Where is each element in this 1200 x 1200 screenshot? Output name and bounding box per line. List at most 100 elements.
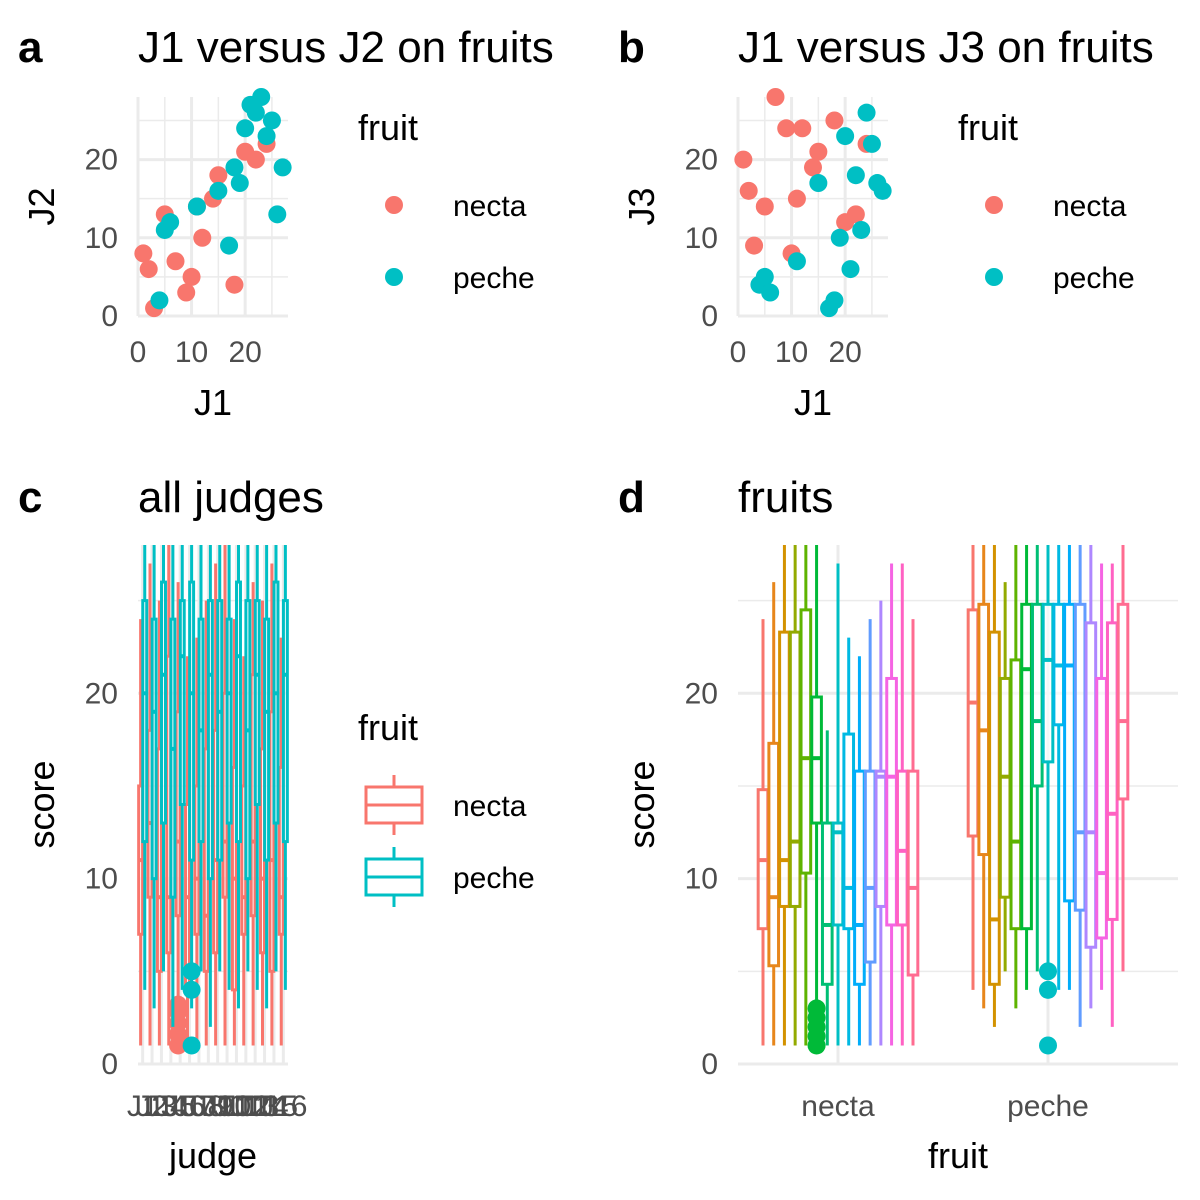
y-tick-label: 10: [685, 863, 718, 896]
point-peche: [262, 111, 281, 130]
point-peche: [852, 220, 871, 239]
x-tick-label: 10: [175, 336, 208, 369]
x-tick-label: J8: [192, 1090, 224, 1123]
box-judge-14: [895, 769, 909, 927]
box-judge-7: [1030, 602, 1044, 788]
point-peche: [161, 213, 180, 232]
point-necta: [745, 236, 764, 255]
outlier-peche: [182, 1036, 201, 1055]
box-judge-10: [1063, 602, 1076, 903]
box-judge-15: [1116, 602, 1130, 801]
point-peche: [857, 103, 876, 122]
point-necta: [825, 111, 844, 130]
box-peche: [272, 580, 280, 825]
box-judge-6: [1020, 602, 1033, 931]
point-peche: [225, 158, 244, 177]
point-necta: [787, 189, 806, 208]
outlier-peche: [182, 962, 201, 981]
outlier-point: [1039, 1036, 1057, 1055]
box-judge-10: [853, 769, 866, 986]
legend-label-necta: necta: [453, 190, 527, 223]
x-tick-label: peche: [1007, 1090, 1089, 1123]
point-necta: [193, 228, 212, 247]
y-tick-label: 10: [85, 863, 118, 896]
legend-key-peche: [985, 268, 1003, 286]
point-necta: [177, 283, 196, 302]
point-peche: [252, 88, 271, 106]
legend: fruit necta peche: [958, 107, 1135, 295]
point-peche: [846, 166, 865, 185]
y-axis-label: score: [621, 760, 662, 848]
outlier-point: [807, 999, 826, 1018]
point-peche: [825, 291, 844, 310]
panel-title: fruits: [738, 473, 833, 522]
legend-label-peche: peche: [453, 262, 535, 295]
x-tick-label: J7: [183, 1090, 215, 1123]
point-peche: [268, 205, 287, 224]
point-peche: [809, 174, 828, 193]
x-tick-label: J4: [155, 1090, 187, 1123]
panel-title: all judges: [138, 473, 324, 522]
point-necta: [225, 275, 244, 294]
x-tick-label: J3: [146, 1090, 178, 1123]
box-judge-14: [1105, 621, 1119, 921]
box-judge-4: [998, 676, 1012, 899]
x-tick-label: J5: [164, 1090, 196, 1123]
point-necta: [166, 252, 185, 271]
x-tick-label: J13: [231, 1090, 279, 1123]
point-peche: [836, 127, 855, 146]
point-peche: [761, 283, 780, 302]
box-peche: [216, 599, 224, 862]
box-peche: [141, 599, 149, 844]
panel-tag: b: [618, 23, 645, 72]
box-peche: [178, 599, 186, 806]
x-tick-label: J10: [203, 1090, 251, 1123]
box-judge-12: [1084, 621, 1098, 949]
x-tick-label: necta: [801, 1090, 875, 1123]
point-necta: [139, 260, 158, 279]
x-tick-label: J14: [240, 1090, 288, 1123]
legend: fruit necta peche: [358, 107, 535, 295]
x-tick-label: J11: [213, 1090, 259, 1123]
y-tick-label: 20: [685, 677, 718, 710]
point-peche: [273, 158, 292, 177]
panel-title: J1 versus J3 on fruits: [738, 23, 1154, 72]
y-tick-label: 10: [85, 222, 118, 255]
legend-label-necta: necta: [1053, 190, 1127, 223]
point-necta: [739, 181, 758, 200]
box-peche: [169, 617, 177, 899]
panel-c: c all judges judge score 0 10 20 J1J2J3J4J5J6J7…: [18, 473, 535, 1176]
y-tick-label: 0: [101, 1048, 118, 1081]
x-tick-label: J15: [250, 1090, 298, 1123]
x-tick-label: J6: [174, 1090, 206, 1123]
point-necta: [134, 244, 153, 263]
point-necta: [809, 142, 828, 161]
point-peche: [220, 236, 239, 255]
x-axis-label: J1: [794, 382, 832, 423]
legend-key-necta: [385, 196, 403, 214]
box-judge-8: [1041, 602, 1055, 764]
point-necta: [755, 197, 774, 216]
legend: fruit necta peche: [358, 707, 535, 907]
x-tick-label: 20: [228, 336, 261, 369]
box-judge-11: [863, 769, 877, 964]
legend-label-necta: necta: [453, 790, 527, 823]
point-peche: [236, 119, 255, 138]
point-peche: [787, 252, 806, 271]
y-tick-label: 20: [85, 677, 118, 710]
y-tick-label: 0: [101, 300, 118, 333]
point-necta: [209, 166, 228, 185]
point-peche: [187, 197, 206, 216]
point-necta: [804, 158, 822, 177]
box-judge-13: [1095, 676, 1108, 940]
box-judge-15: [906, 769, 920, 977]
box-peche: [253, 599, 261, 806]
point-necta: [246, 150, 265, 169]
x-tick-label: 0: [730, 336, 747, 369]
box-peche: [263, 617, 271, 862]
outlier-peche: [182, 980, 201, 999]
x-tick-label: J12: [222, 1090, 270, 1123]
x-tick-label: J1: [127, 1090, 159, 1123]
y-tick-label: 0: [701, 300, 718, 333]
box-peche: [206, 599, 214, 881]
